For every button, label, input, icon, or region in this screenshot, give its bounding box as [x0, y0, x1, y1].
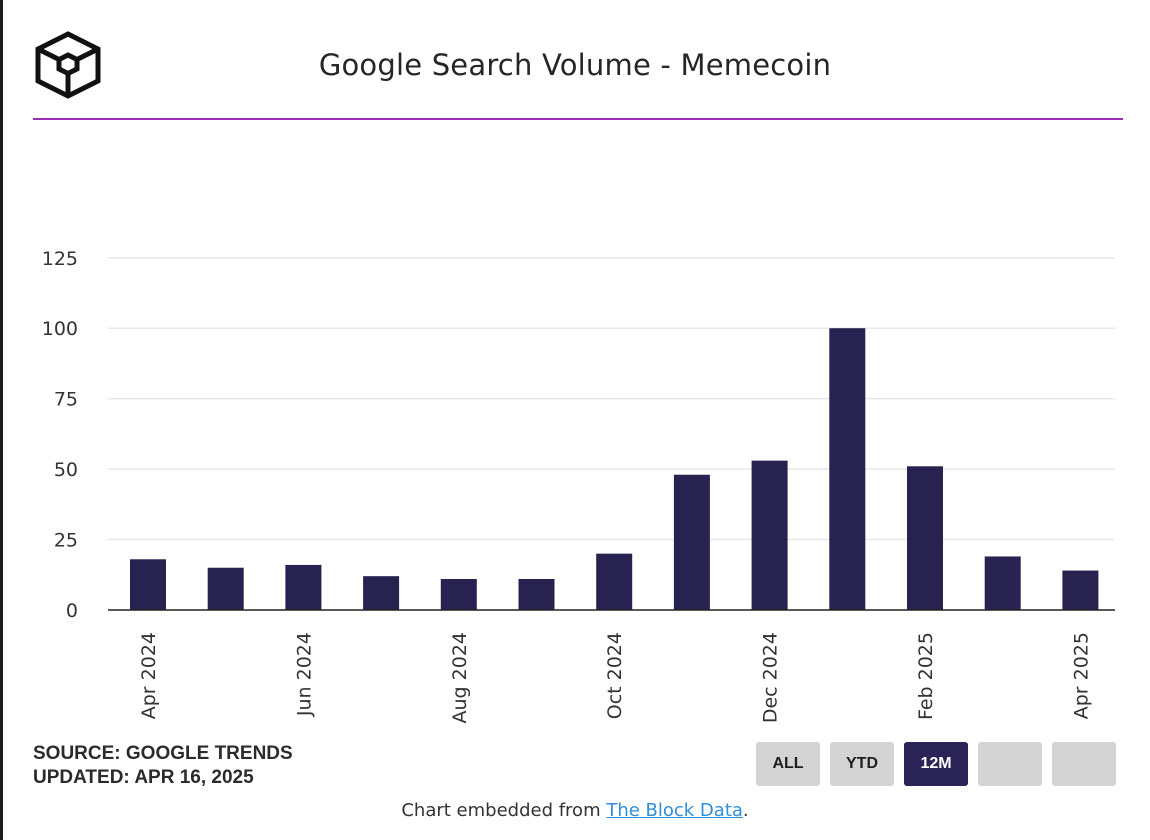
embed-prefix: Chart embedded from — [401, 800, 607, 821]
bar-jun-2024 — [285, 564, 322, 610]
y-tick-label: 50 — [54, 459, 78, 481]
x-tick-label: Apr 2024 — [138, 632, 160, 719]
y-tick-label: 75 — [54, 389, 78, 411]
the-block-logo-icon — [35, 31, 101, 99]
bar-jan-2025 — [829, 328, 866, 610]
source-text: SOURCE: GOOGLE TRENDS — [33, 743, 293, 764]
bar-chart: 0 25 50 75 100 125 Apr 2024 Jun 2024 Aug 2024 Oct… — [42, 248, 1115, 724]
range-button-blank-1[interactable] — [978, 742, 1042, 786]
x-tick-label: Jun 2024 — [293, 632, 315, 717]
bar-sep-2024 — [518, 579, 555, 610]
y-tick-label: 0 — [66, 600, 78, 622]
bar-apr-2025 — [1062, 570, 1099, 610]
bar-may-2024 — [207, 567, 244, 610]
x-tick-label: Dec 2024 — [760, 632, 782, 723]
range-button-blank-2[interactable] — [1052, 742, 1116, 786]
bar-aug-2024 — [440, 579, 477, 610]
embed-note: Chart embedded from The Block Data. — [0, 800, 1150, 821]
window-frame-edge — [0, 0, 3, 840]
y-tick-label: 25 — [54, 530, 78, 552]
bar-mar-2025 — [984, 556, 1021, 610]
bar-jul-2024 — [363, 576, 400, 610]
embed-suffix: . — [742, 800, 749, 821]
title-divider — [33, 118, 1123, 120]
x-tick-label: Feb 2025 — [915, 632, 937, 720]
x-tick-label: Oct 2024 — [604, 632, 626, 719]
x-tick-label: Aug 2024 — [449, 632, 471, 724]
range-button-ytd[interactable]: YTD — [830, 742, 894, 786]
bar-apr-2024 — [130, 559, 166, 610]
bar-oct-2024 — [596, 553, 633, 610]
range-button-12m[interactable]: 12M — [904, 742, 968, 786]
the-block-data-link[interactable]: The Block Data — [606, 800, 743, 821]
bar-dec-2024 — [751, 460, 788, 610]
source-block: SOURCE: GOOGLE TRENDS UPDATED: APR 16, 2… — [33, 742, 293, 790]
x-tick-label: Apr 2025 — [1070, 632, 1092, 719]
updated-text: UPDATED: APR 16, 2025 — [33, 767, 254, 788]
bar-feb-2025 — [907, 466, 943, 610]
chart-title: Google Search Volume - Memecoin — [318, 48, 832, 82]
y-tick-label: 125 — [42, 248, 78, 270]
y-tick-label: 100 — [42, 318, 78, 340]
range-button-all[interactable]: ALL — [756, 742, 820, 786]
bar-nov-2024 — [673, 474, 710, 610]
